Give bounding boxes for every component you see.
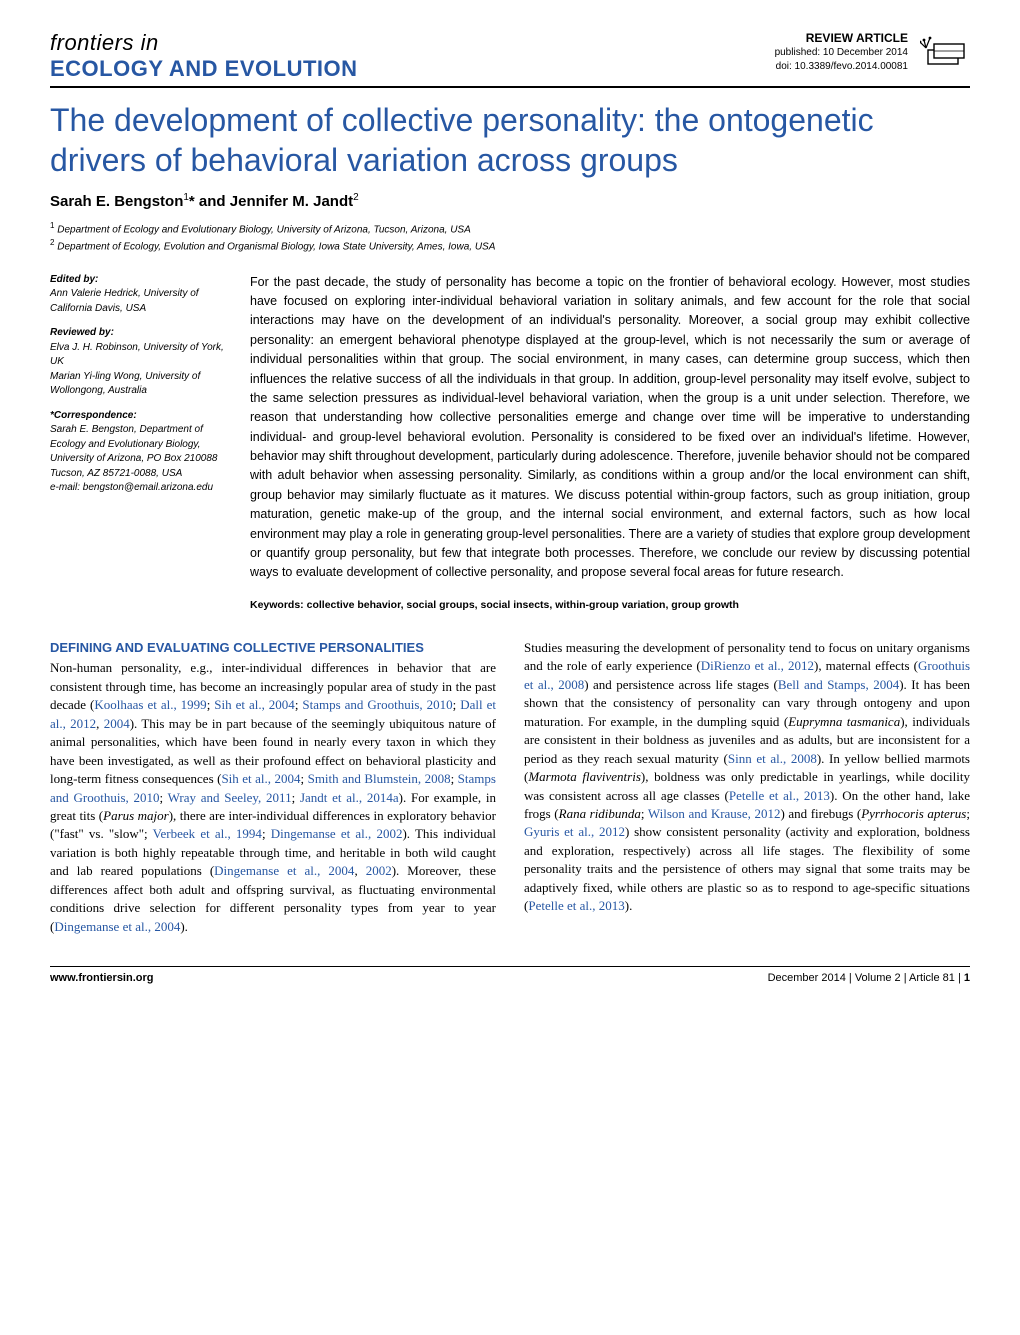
column-right: Studies measuring the development of per… xyxy=(524,639,970,936)
keywords-label: Keywords: xyxy=(250,599,307,611)
keywords-list: collective behavior, social groups, soci… xyxy=(307,599,739,611)
correspondence-body: Sarah E. Bengston, Department of Ecology… xyxy=(50,423,230,496)
page-footer: www.frontiersin.org December 2014 | Volu… xyxy=(50,966,970,984)
abstract-text: For the past decade, the study of person… xyxy=(250,275,970,580)
column-left: DEFINING AND EVALUATING COLLECTIVE PERSO… xyxy=(50,639,496,936)
authors: Sarah E. Bengston1* and Jennifer M. Jand… xyxy=(50,192,970,210)
affiliation-1: 1 Department of Ecology and Evolutionary… xyxy=(50,220,970,237)
keywords: Keywords: collective behavior, social gr… xyxy=(250,597,970,613)
col2-text: Studies measuring the development of per… xyxy=(524,640,970,913)
footer-url: www.frontiersin.org xyxy=(50,972,154,984)
published-date: published: 10 December 2014 xyxy=(775,46,908,60)
edited-by-body: Ann Valerie Hedrick, University of Calif… xyxy=(50,287,230,316)
article-title: The development of collective personalit… xyxy=(50,100,970,180)
reviewed-by-body: Elva J. H. Robinson, University of York,… xyxy=(50,341,230,399)
affiliations: 1 Department of Ecology and Evolutionary… xyxy=(50,220,970,255)
body-columns: DEFINING AND EVALUATING COLLECTIVE PERSO… xyxy=(50,639,970,936)
doi: doi: 10.3389/fevo.2014.00081 xyxy=(775,60,908,74)
col1-text: Non-human personality, e.g., inter-indiv… xyxy=(50,660,496,933)
edited-by-head: Edited by: xyxy=(50,273,230,288)
abstract: For the past decade, the study of person… xyxy=(250,273,970,613)
journal-title-block: frontiers in ECOLOGY AND EVOLUTION xyxy=(50,30,775,82)
footer-citation: December 2014 | Volume 2 | Article 81 | … xyxy=(768,972,970,984)
frontiers-logo-icon xyxy=(920,30,970,70)
correspondence-head: *Correspondence: xyxy=(50,409,230,424)
section-heading: DEFINING AND EVALUATING COLLECTIVE PERSO… xyxy=(50,639,496,657)
reviewed-by-head: Reviewed by: xyxy=(50,326,230,341)
affiliation-2: 2 Department of Ecology, Evolution and O… xyxy=(50,237,970,254)
journal-name-lower: ECOLOGY AND EVOLUTION xyxy=(50,56,775,82)
editorial-sidebar: Edited by: Ann Valerie Hedrick, Universi… xyxy=(50,273,230,613)
page-header: frontiers in ECOLOGY AND EVOLUTION REVIE… xyxy=(50,30,970,88)
article-type: REVIEW ARTICLE xyxy=(775,30,908,46)
journal-name-upper: frontiers in xyxy=(50,30,775,56)
article-meta: REVIEW ARTICLE published: 10 December 20… xyxy=(775,30,908,73)
abstract-section: Edited by: Ann Valerie Hedrick, Universi… xyxy=(50,273,970,613)
